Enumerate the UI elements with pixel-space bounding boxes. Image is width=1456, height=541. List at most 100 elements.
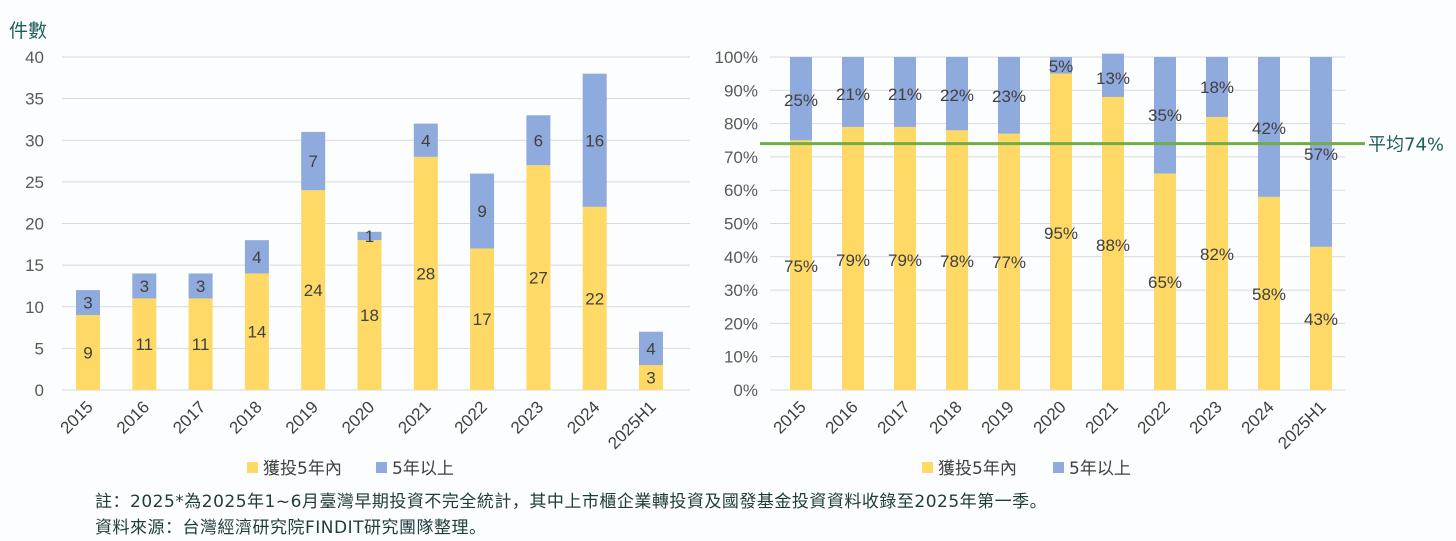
bar-recent-2017 xyxy=(188,298,213,390)
y-tick-label: 40% xyxy=(724,248,758,267)
bar-older-2019 xyxy=(301,131,326,191)
bar-older-2016 xyxy=(842,57,864,127)
legend-swatch-older xyxy=(1053,462,1064,473)
data-label: 3 xyxy=(646,369,655,388)
data-label: 21% xyxy=(836,85,870,104)
y-tick-label: 100% xyxy=(715,48,758,67)
y-tick-label: 60% xyxy=(724,181,758,200)
data-label: 5% xyxy=(1049,57,1074,76)
bar-older-2020 xyxy=(1050,57,1072,74)
data-label: 18% xyxy=(1200,78,1234,97)
x-tick-label: 2020 xyxy=(338,397,378,437)
legend-label: 獲投5年內 xyxy=(938,459,1017,479)
bar-recent-2023 xyxy=(1206,116,1228,390)
source-note: 資料來源：台灣經濟研究院FINDIT研究團隊整理。 xyxy=(95,518,487,538)
y-tick-label: 20% xyxy=(724,314,758,333)
data-label: 57% xyxy=(1304,145,1338,164)
data-label: 25% xyxy=(784,91,818,110)
data-label: 17 xyxy=(473,310,492,329)
bar-older-2015 xyxy=(790,57,812,141)
x-tick-label: 2016 xyxy=(822,397,862,437)
bar-recent-2016 xyxy=(842,126,864,391)
data-label: 4 xyxy=(252,248,261,267)
data-label: 77% xyxy=(992,253,1026,272)
bar-older-2025H1 xyxy=(639,331,663,366)
bar-recent-2022 xyxy=(470,248,495,390)
y-tick-label: 0 xyxy=(35,381,44,400)
bar-recent-2018 xyxy=(946,130,968,390)
bar-recent-2020 xyxy=(357,240,382,390)
bar-older-2023 xyxy=(1206,57,1228,117)
average-label: 平均74% xyxy=(1368,135,1444,156)
legend-label: 5年以上 xyxy=(1069,459,1131,479)
bar-older-2018 xyxy=(244,240,269,274)
data-label: 21% xyxy=(888,85,922,104)
bar-older-2023 xyxy=(526,115,551,166)
bar-recent-2019 xyxy=(998,133,1020,390)
data-label: 82% xyxy=(1200,245,1234,264)
data-label: 65% xyxy=(1148,273,1182,292)
bar-recent-2017 xyxy=(894,126,916,391)
y-tick-label: 20 xyxy=(25,215,44,234)
x-tick-label: 2022 xyxy=(1134,397,1174,437)
data-label: 24 xyxy=(304,281,323,300)
x-tick-label: 2021 xyxy=(394,397,434,437)
data-label: 18 xyxy=(360,306,379,325)
data-label: 11 xyxy=(192,335,210,354)
data-label: 4 xyxy=(421,131,430,150)
x-tick-label: 2023 xyxy=(507,397,547,437)
data-label: 4 xyxy=(646,339,655,358)
y-tick-label: 25 xyxy=(25,173,44,192)
bar-older-2021 xyxy=(413,123,438,157)
x-tick-label: 2024 xyxy=(1238,397,1278,437)
x-tick-label: 2015 xyxy=(770,397,810,437)
y-tick-label: 10% xyxy=(724,348,758,367)
bar-older-2020 xyxy=(357,231,382,241)
y-tick-label: 10 xyxy=(25,298,44,317)
data-label: 22 xyxy=(585,289,604,308)
data-label: 3 xyxy=(196,277,205,296)
x-tick-label: 2025H1 xyxy=(604,397,660,453)
bar-recent-2024 xyxy=(582,206,607,390)
legend-swatch-recent xyxy=(922,462,933,473)
bar-recent-2015 xyxy=(790,140,812,390)
bar-older-2018 xyxy=(946,57,968,131)
bar-recent-2024 xyxy=(1258,196,1280,390)
bar-recent-2023 xyxy=(526,165,551,390)
bar-recent-2020 xyxy=(1050,73,1072,391)
data-label: 58% xyxy=(1252,285,1286,304)
x-tick-label: 2020 xyxy=(1030,397,1070,437)
data-label: 14 xyxy=(247,323,266,342)
bar-older-2015 xyxy=(76,290,100,316)
x-tick-label: 2016 xyxy=(113,397,153,437)
bar-older-2024 xyxy=(582,73,607,207)
bar-recent-2018 xyxy=(244,273,269,390)
data-label: 3 xyxy=(83,294,92,313)
x-tick-label: 2021 xyxy=(1082,397,1122,437)
data-label: 9 xyxy=(477,202,486,221)
y-tick-label: 30% xyxy=(724,281,758,300)
bar-older-2022 xyxy=(470,173,495,249)
y-tick-label: 5 xyxy=(35,339,44,358)
x-tick-label: 2025H1 xyxy=(1274,397,1330,453)
bar-older-2017 xyxy=(188,273,213,299)
bar-recent-2019 xyxy=(301,190,326,390)
data-label: 95% xyxy=(1044,224,1078,243)
x-tick-label: 2019 xyxy=(978,397,1018,437)
data-label: 43% xyxy=(1304,310,1338,329)
data-label: 75% xyxy=(784,257,818,276)
bar-recent-2021 xyxy=(1102,96,1124,391)
bar-recent-2021 xyxy=(413,156,438,390)
bar-recent-2025H1 xyxy=(1310,246,1332,390)
data-label: 27 xyxy=(529,269,548,288)
x-tick-label: 2017 xyxy=(169,397,209,437)
bar-older-2016 xyxy=(132,273,157,299)
data-label: 78% xyxy=(940,252,974,271)
bar-older-2021 xyxy=(1102,53,1124,97)
data-label: 88% xyxy=(1096,236,1130,255)
data-label: 11 xyxy=(135,335,153,354)
y-tick-label: 70% xyxy=(724,148,758,167)
x-tick-label: 2015 xyxy=(57,397,97,437)
